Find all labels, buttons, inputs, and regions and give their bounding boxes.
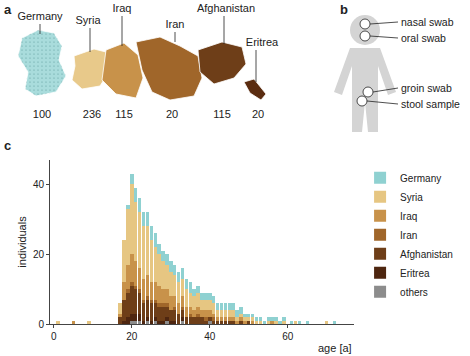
- svg-text:others: others: [400, 287, 428, 298]
- svg-text:Eritrea: Eritrea: [246, 36, 279, 48]
- svg-text:Iran: Iran: [400, 230, 417, 241]
- svg-text:c: c: [4, 138, 11, 153]
- svg-text:40: 40: [33, 179, 45, 190]
- svg-text:Iran: Iran: [166, 18, 185, 30]
- svg-text:a: a: [4, 2, 12, 17]
- svg-text:Iraq: Iraq: [400, 211, 417, 222]
- svg-text:40: 40: [204, 331, 216, 342]
- svg-text:Germany: Germany: [400, 173, 441, 184]
- svg-text:236: 236: [83, 108, 101, 120]
- svg-text:Eritrea: Eritrea: [400, 268, 430, 279]
- svg-text:20: 20: [126, 331, 138, 342]
- svg-text:0: 0: [38, 319, 44, 330]
- svg-text:age [a]: age [a]: [318, 342, 352, 354]
- svg-text:100: 100: [33, 108, 51, 120]
- svg-text:individuals: individuals: [16, 216, 28, 268]
- svg-text:oral swab: oral swab: [401, 32, 446, 44]
- svg-text:Germany: Germany: [17, 10, 63, 22]
- svg-text:groin swab: groin swab: [401, 82, 452, 94]
- svg-text:0: 0: [51, 331, 57, 342]
- svg-text:115: 115: [115, 108, 133, 120]
- svg-text:Syria: Syria: [400, 192, 423, 203]
- svg-text:20: 20: [252, 108, 264, 120]
- svg-text:20: 20: [33, 249, 45, 260]
- svg-text:20: 20: [166, 108, 178, 120]
- svg-text:Iraq: Iraq: [113, 2, 132, 14]
- svg-text:Afghanistan: Afghanistan: [197, 2, 255, 14]
- svg-text:nasal swab: nasal swab: [401, 16, 454, 28]
- svg-text:stool sample: stool sample: [401, 98, 460, 110]
- svg-text:115: 115: [213, 108, 231, 120]
- svg-text:60: 60: [282, 331, 294, 342]
- svg-text:b: b: [340, 2, 348, 17]
- svg-text:Afghanistan: Afghanistan: [400, 249, 453, 260]
- svg-text:Syria: Syria: [75, 14, 101, 26]
